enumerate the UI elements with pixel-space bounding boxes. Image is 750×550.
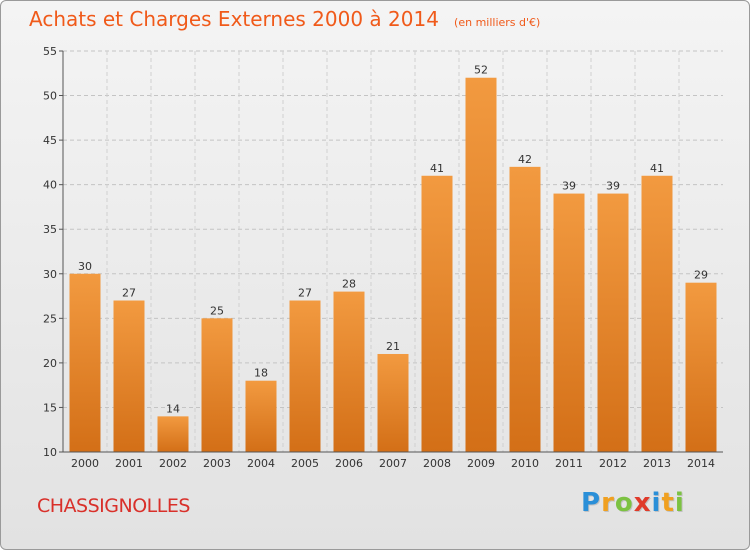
value-label-2010: 42: [518, 153, 532, 166]
bar-2009: [465, 77, 497, 452]
x-tick-label-2004: 2004: [247, 457, 275, 470]
value-label-2014: 29: [694, 269, 708, 282]
value-label-2008: 41: [430, 162, 444, 175]
value-label-2003: 25: [210, 304, 224, 317]
y-tick-label: 40: [43, 179, 57, 192]
x-tick-label-2009: 2009: [467, 457, 495, 470]
proxiti-logo: Proxiti: [581, 488, 685, 518]
value-label-2004: 18: [254, 367, 268, 380]
chart-unit-note: (en milliers d'€): [454, 16, 541, 29]
y-tick-label: 50: [43, 90, 57, 103]
bar-2008: [421, 175, 453, 452]
x-tick-label-2010: 2010: [511, 457, 539, 470]
x-tick-label-2001: 2001: [115, 457, 143, 470]
logo-letter: i: [674, 488, 685, 518]
value-label-2006: 28: [342, 278, 356, 291]
x-tick-label-2008: 2008: [423, 457, 451, 470]
x-tick-label-2007: 2007: [379, 457, 407, 470]
x-tick-label-2014: 2014: [687, 457, 715, 470]
y-tick-label: 15: [43, 401, 57, 414]
logo-letter: i: [651, 488, 662, 518]
value-label-2013: 41: [650, 162, 664, 175]
bar-2012: [597, 193, 629, 453]
bars: 30 27 14 25 18 27 28 21 41 52 42 39 39 41 29: [69, 64, 717, 453]
value-label-2011: 39: [562, 180, 576, 193]
title-line: Achats et Charges Externes 2000 à 2014 (…: [29, 7, 540, 31]
logo-letter: x: [633, 488, 652, 518]
value-label-2002: 14: [166, 402, 180, 415]
x-tick-label-2005: 2005: [291, 457, 319, 470]
bar-2010: [509, 166, 541, 452]
bar-2007: [377, 353, 409, 452]
bar-2000: [69, 273, 101, 452]
value-label-2012: 39: [606, 180, 620, 193]
logo-letter: t: [661, 488, 675, 518]
y-tick-label: 25: [43, 312, 57, 325]
y-tick-label: 10: [43, 446, 57, 459]
value-label-2005: 27: [298, 287, 312, 300]
bar-2013: [641, 175, 673, 452]
logo-letter: o: [614, 488, 634, 518]
value-label-2009: 52: [474, 64, 488, 77]
y-tick-label: 30: [43, 268, 57, 281]
bar-2014: [685, 282, 717, 452]
value-label-2000: 30: [78, 260, 92, 273]
bar-2002: [157, 416, 189, 452]
value-label-2007: 21: [386, 340, 400, 353]
x-tick-label-2011: 2011: [555, 457, 583, 470]
bar-2003: [201, 318, 233, 452]
bar-2001: [113, 300, 145, 452]
bar-2004: [245, 380, 277, 452]
x-tick-label-2000: 2000: [71, 457, 99, 470]
y-tick-label: 55: [43, 45, 57, 58]
y-tick-label: 20: [43, 357, 57, 370]
y-tick-label: 35: [43, 223, 57, 236]
y-tick-label: 45: [43, 134, 57, 147]
commune-name: CHASSIGNOLLES: [37, 495, 190, 517]
x-tick-label-2006: 2006: [335, 457, 363, 470]
chart-title: Achats et Charges Externes 2000 à 2014: [29, 7, 439, 31]
logo-letter: r: [601, 488, 615, 518]
axes: 10 15 20 25 30 35 40 45 50 55 2000 2001 2002 2003 2004…: [43, 45, 723, 470]
bar-2011: [553, 193, 585, 453]
logo-letter: P: [581, 488, 602, 518]
bar-2006: [333, 291, 365, 452]
value-label-2001: 27: [122, 287, 136, 300]
bar-2005: [289, 300, 321, 452]
x-tick-label-2012: 2012: [599, 457, 627, 470]
x-tick-label-2002: 2002: [159, 457, 187, 470]
x-tick-label-2013: 2013: [643, 457, 671, 470]
x-tick-label-2003: 2003: [203, 457, 231, 470]
